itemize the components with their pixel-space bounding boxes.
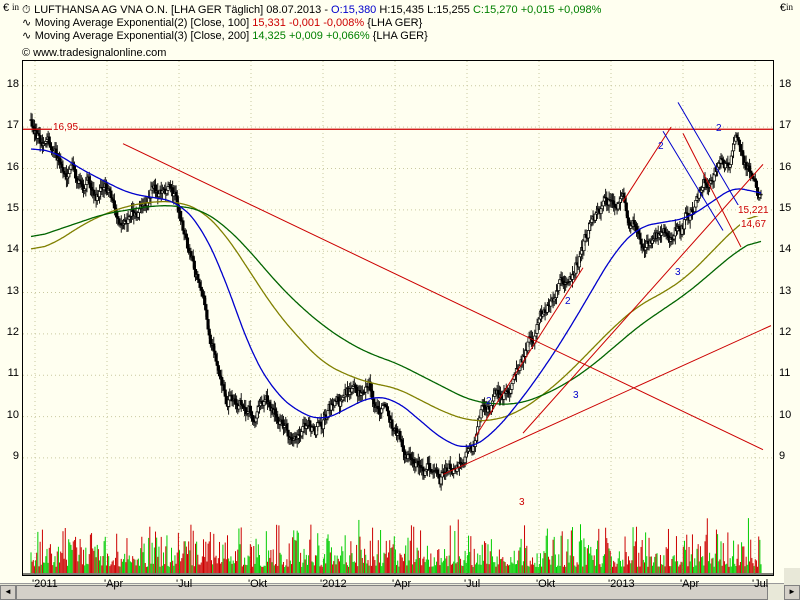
ma200-change-pct: +0,066%: [325, 30, 370, 42]
y-axis-tick-right: 10: [779, 408, 792, 421]
symbol-title: LUFTHANSA AG VNA O.N. [LHA GER: [34, 4, 222, 16]
indicator-icon: ∿: [22, 29, 35, 42]
y-axis-tick-right: 15: [779, 201, 792, 214]
wave-label: 3: [519, 497, 525, 508]
x-axis-tick: 'Okt: [536, 578, 556, 590]
y-axis-tick-left: 18: [6, 77, 19, 90]
y-axis-tick-left: 15: [6, 201, 19, 214]
currency-symbol-right: €: [779, 2, 786, 14]
x-axis-tick: 'Apr: [104, 578, 124, 590]
x-axis-tick: 'Jul: [176, 578, 193, 590]
x-axis-tick: 'Apr: [392, 578, 412, 590]
symbol-low: L:15,255: [427, 4, 470, 16]
x-axis-tick: 'Okt: [248, 578, 268, 590]
x-axis-tick: 'Jul: [752, 578, 769, 590]
ma100-value: 15,331: [252, 17, 286, 29]
scrollbar-corner: [784, 568, 800, 584]
y-axis-tick-right: 9: [779, 449, 786, 462]
wave-label: 3: [573, 390, 579, 401]
ma100-change-pct: -0,008%: [323, 17, 365, 29]
clock-icon: ⏱: [22, 3, 35, 16]
symbol-close: C:15,270: [472, 4, 518, 16]
copyright-label: © www.tradesignalonline.com: [22, 47, 167, 59]
y-axis-tick-right: 12: [779, 325, 792, 338]
y-axis-tick-left: 10: [6, 408, 19, 421]
y-axis-tick-right: 18: [779, 77, 792, 90]
wave-label: 2: [716, 123, 722, 134]
currency-symbol-left: €: [3, 2, 10, 14]
ma200-name: Moving Average Exponential(3) [Close, 20…: [34, 30, 250, 42]
y-axis-tick-left: 13: [6, 284, 19, 297]
unit-label-left: in: [12, 2, 20, 12]
unit-label-right: in: [786, 2, 794, 12]
y-axis-tick-left: 17: [6, 119, 19, 132]
resistance-price-label: 16,95: [52, 122, 80, 134]
ma100-source: {LHA GER}: [367, 17, 423, 29]
current-price-label-1: 15,221: [737, 205, 770, 216]
wave-label: 2: [486, 396, 492, 407]
scroll-right-arrow[interactable]: ►: [784, 585, 800, 600]
symbol-change-abs: +0,015: [520, 4, 555, 16]
scroll-left-arrow[interactable]: ◄: [0, 585, 16, 600]
current-price-label-2: 14,67: [740, 219, 768, 230]
y-axis-tick-right: 13: [779, 284, 792, 297]
ma100-legend-row[interactable]: ∿ Moving Average Exponential(2) [Close, …: [22, 16, 422, 30]
y-axis-tick-left: 16: [6, 160, 19, 173]
symbol-legend-row[interactable]: ⏱ LUFTHANSA AG VNA O.N. [LHA GER Täglich…: [22, 3, 601, 17]
ma100-change-abs: -0,001: [288, 17, 321, 29]
y-axis-tick-right: 17: [779, 119, 792, 132]
symbol-change-pct: +0,098%: [557, 4, 602, 16]
ma200-change-abs: +0,009: [288, 30, 323, 42]
symbol-interval: Täglich]: [224, 4, 264, 16]
wave-label: 2: [658, 141, 664, 152]
symbol-open: O:15,380: [331, 4, 377, 16]
y-axis-tick-left: 9: [12, 449, 19, 462]
y-axis-tick-right: 16: [779, 160, 792, 173]
ma200-legend-row[interactable]: ∿ Moving Average Exponential(3) [Close, …: [22, 29, 428, 43]
wave-label: 3: [675, 267, 681, 278]
y-axis-tick-left: 14: [6, 243, 19, 256]
copyright-row: © www.tradesignalonline.com: [22, 47, 166, 60]
x-axis-tick: 'Jul: [464, 578, 481, 590]
wave-label: 2: [565, 296, 571, 307]
ma100-name: Moving Average Exponential(2) [Close, 10…: [34, 17, 250, 29]
y-axis-tick-right: 14: [779, 243, 792, 256]
y-axis-tick-right: 11: [779, 367, 791, 380]
x-axis-tick: '2013: [608, 578, 635, 590]
chart-svg: [23, 61, 773, 575]
x-axis-tick: '2011: [32, 578, 58, 590]
ma200-source: {LHA GER}: [372, 30, 428, 42]
symbol-high: H:15,435: [379, 4, 425, 16]
price-chart-plot[interactable]: [22, 60, 774, 576]
symbol-date: 08.07.2013 -: [266, 4, 328, 16]
indicator-icon: ∿: [22, 16, 35, 29]
ma200-value: 14,325: [252, 30, 286, 42]
y-axis-tick-left: 11: [7, 367, 19, 380]
chart-axes: [22, 60, 774, 576]
x-axis-tick: 'Apr: [680, 578, 700, 590]
y-axis-tick-left: 12: [6, 325, 19, 338]
x-axis-tick: '2012: [320, 578, 347, 590]
